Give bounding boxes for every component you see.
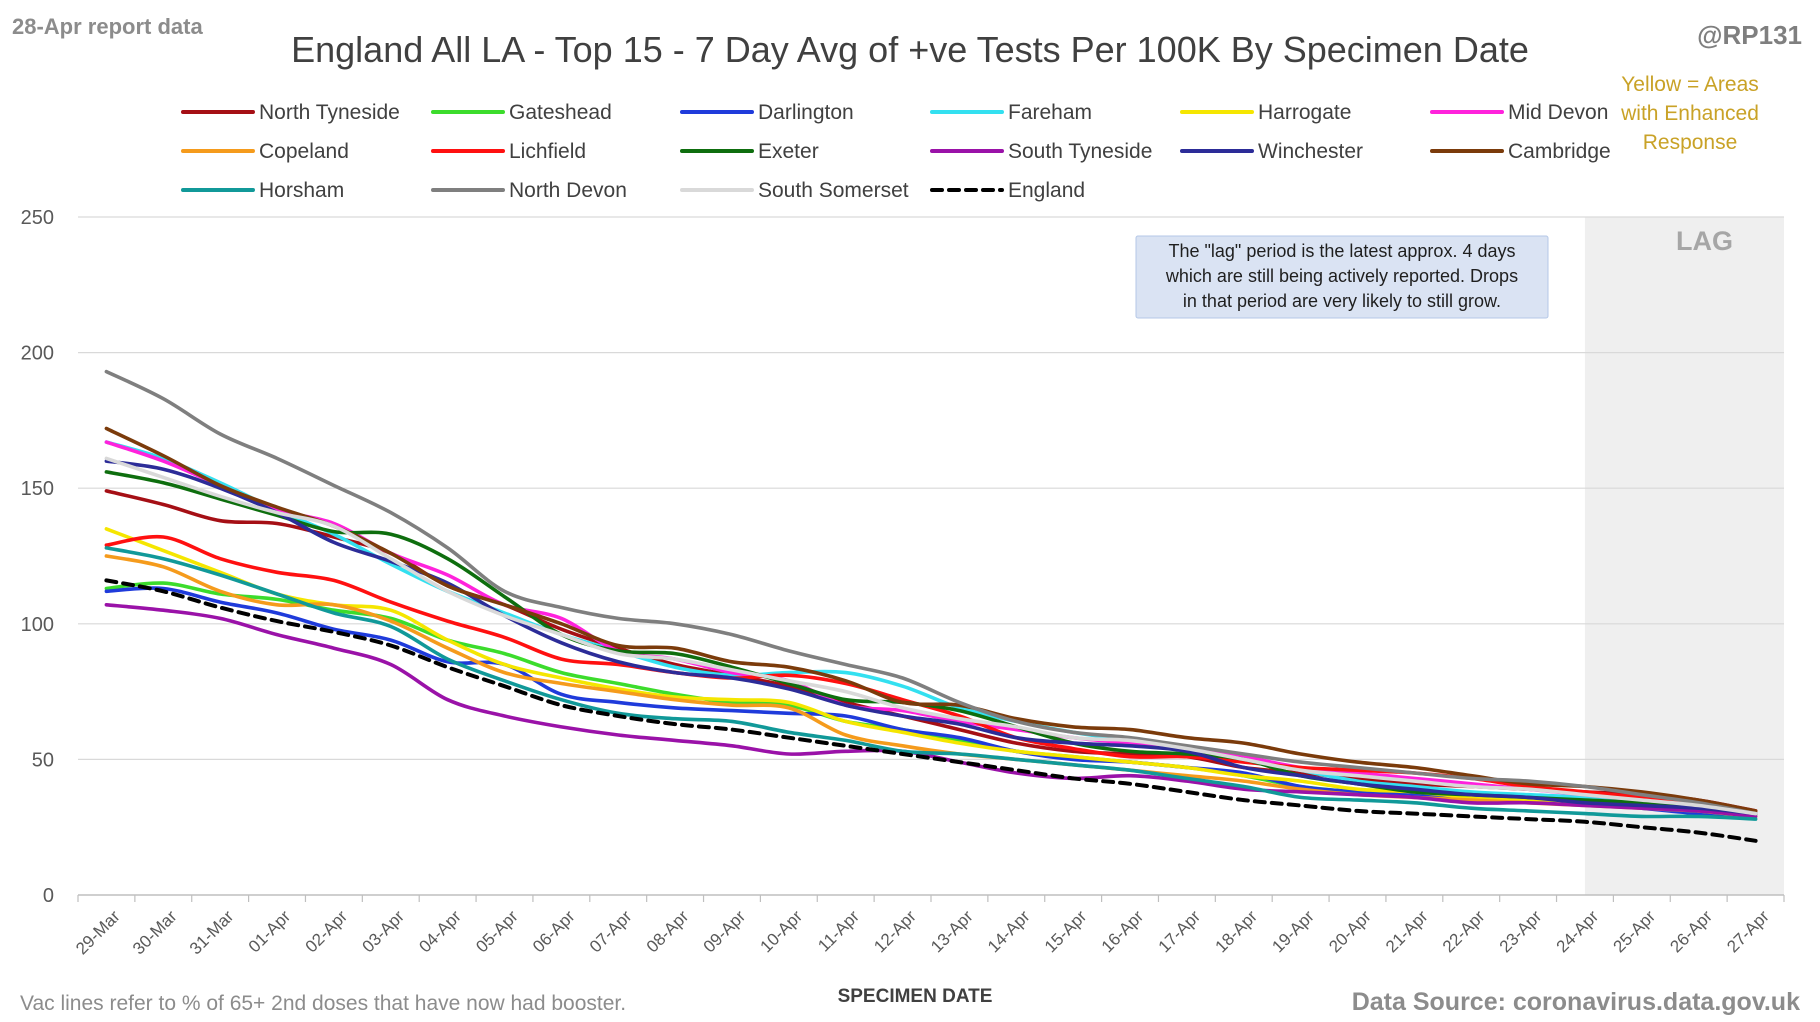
yellow-note-line-2: with Enhanced [1620, 102, 1759, 125]
series-line-harrogate [104, 527, 1758, 819]
legend-label-england: England [1008, 179, 1085, 202]
y-tick-label-0: 0 [43, 885, 54, 907]
lag-note-box: The "lag" period is the latest approx. 4… [1135, 235, 1549, 319]
y-tick-label-250: 250 [21, 207, 54, 229]
yellow-note-line-3: Response [1643, 131, 1738, 154]
lag-label: LAG [1676, 226, 1733, 256]
legend-label-cambridge: Cambridge [1508, 140, 1611, 163]
gridlines [78, 216, 1784, 761]
yellow-note-line-1: Yellow = Areas [1621, 73, 1759, 96]
y-tick-label-200: 200 [21, 343, 54, 365]
series-line-south-somerset [104, 456, 1758, 816]
legend-label-north-devon: North Devon [509, 179, 627, 202]
lag-note-background [1135, 235, 1549, 319]
legend-label-south-tyneside: South Tyneside [1008, 140, 1152, 163]
chart-title: England All LA - Top 15 - 7 Day Avg of +… [291, 29, 1529, 70]
series-line-copeland [104, 554, 1758, 816]
y-tick-label-100: 100 [21, 614, 54, 636]
footer-vac-note: Vac lines refer to % of 65+ 2nd doses th… [20, 992, 626, 1015]
legend-label-horsham: Horsham [259, 179, 344, 202]
legend-label-harrogate: Harrogate [1258, 101, 1351, 124]
report-date-label: 28-Apr report data [12, 14, 203, 39]
legend-label-lichfield: Lichfield [509, 140, 586, 163]
lag-note-line-2: which are still being actively reported.… [1165, 266, 1518, 286]
series-lines [104, 369, 1758, 843]
series-line-north-devon [104, 369, 1758, 816]
legend-label-exeter: Exeter [758, 140, 819, 163]
legend-label-north-tyneside: North Tyneside [259, 101, 400, 124]
legend-label-south-somerset: South Somerset [758, 179, 909, 202]
legend-label-fareham: Fareham [1008, 101, 1092, 124]
series-line-horsham [104, 546, 1758, 821]
x-axis-tick-marks [77, 895, 1785, 902]
legend-label-mid-devon: Mid Devon [1508, 101, 1608, 124]
series-line-england [104, 578, 1758, 843]
lag-note-line-3: in that period are very likely to still … [1183, 291, 1501, 311]
legend-label-winchester: Winchester [1258, 140, 1363, 163]
footer-data-source: Data Source: coronavirus.data.gov.uk [1352, 988, 1800, 1016]
series-line-cambridge [104, 426, 1758, 813]
y-tick-label-150: 150 [21, 478, 54, 500]
series-line-winchester [104, 459, 1758, 816]
legend-label-gateshead: Gateshead [509, 101, 612, 124]
x-axis-title: SPECIMEN DATE [838, 986, 993, 1007]
lag-note-line-1: The "lag" period is the latest approx. 4… [1169, 241, 1516, 261]
author-handle: @RP131 [1697, 20, 1802, 50]
legend: North Tyneside Gateshead Darlington Fareham… [181, 101, 1611, 202]
series-line-south-tyneside [104, 603, 1758, 819]
y-tick-label-50: 50 [32, 749, 54, 771]
y-axis-tick-labels: 0 50 100 150 200 250 [21, 207, 54, 907]
legend-label-copeland: Copeland [259, 140, 349, 163]
legend-label-darlington: Darlington [758, 101, 854, 124]
lag-period-shade [1584, 217, 1784, 895]
